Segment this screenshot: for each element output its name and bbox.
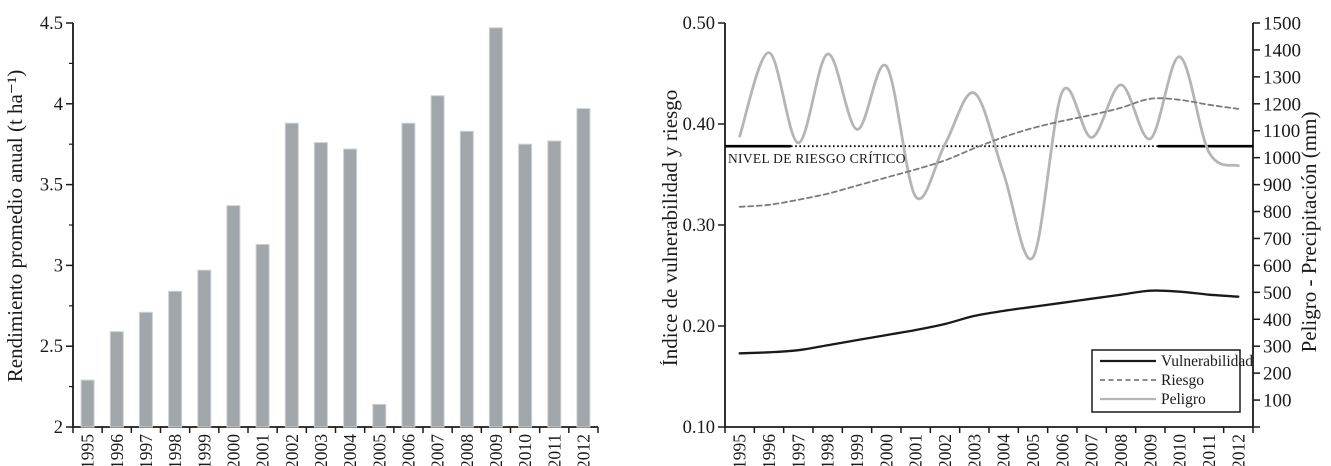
x-tick-label: 2003 xyxy=(311,434,331,466)
bar-1995 xyxy=(80,379,95,428)
legend-label-vulnerabilidad: Vulnerabilidad xyxy=(1161,353,1253,370)
x-tick-label: 1997 xyxy=(136,434,156,466)
bar-2005 xyxy=(372,403,387,428)
right-chart-left-axis-title: Índice de vulnerabilidad y riesgo xyxy=(660,90,682,366)
x-tick-label: 1995 xyxy=(730,434,750,466)
right-y-tick-label: 100 xyxy=(1263,391,1292,412)
x-tick-label: 2007 xyxy=(428,434,448,466)
left-y-tick-label: 0.10 xyxy=(683,418,715,438)
y-tick-label: 3.5 xyxy=(40,176,63,196)
x-tick-label: 1998 xyxy=(818,434,838,466)
right-y-tick-label: 600 xyxy=(1263,256,1292,277)
x-tick-label: 2011 xyxy=(1199,434,1219,466)
left-chart-axes: 2 2.5 3 3.5 4 4.5 1995 1996 1997 1998 1999 2000 2001… xyxy=(40,14,599,466)
right-y-tick-label: 1300 xyxy=(1263,67,1301,88)
x-tick-label: 2002 xyxy=(282,434,302,466)
x-tick-label: 2012 xyxy=(1228,434,1248,466)
bar-2001 xyxy=(255,243,270,428)
x-tick-label: 2010 xyxy=(1170,434,1190,466)
right-y-tick-label: 800 xyxy=(1263,202,1292,223)
series-line-peligro xyxy=(738,51,1240,261)
bar-2008 xyxy=(459,130,474,428)
x-tick-label: 2012 xyxy=(573,434,593,466)
x-tick-label: 2011 xyxy=(544,434,564,466)
critical-risk-level-label: NIVEL DE RIESGO CRÍTICO xyxy=(728,151,906,166)
x-tick-label: 2004 xyxy=(994,434,1014,466)
x-tick-label: 2005 xyxy=(369,434,389,466)
bar-2004 xyxy=(343,148,358,428)
x-tick-label: 1996 xyxy=(107,434,127,466)
x-tick-label: 2009 xyxy=(486,434,506,466)
y-tick-label: 2.5 xyxy=(40,337,63,357)
bar-1997 xyxy=(138,311,153,428)
x-tick-label: 2004 xyxy=(340,434,360,466)
left-y-tick-label: 0.20 xyxy=(683,317,715,337)
bar-2012 xyxy=(576,108,591,428)
x-tick-label: 2009 xyxy=(1140,434,1160,466)
x-tick-label: 1996 xyxy=(759,434,779,466)
bar-2010 xyxy=(518,143,533,428)
bar-2007 xyxy=(430,95,445,428)
bar-2006 xyxy=(401,122,416,428)
right-y-tick-label: 1000 xyxy=(1263,148,1301,169)
bar-2003 xyxy=(313,142,328,428)
x-tick-label: 2005 xyxy=(1023,434,1043,466)
right-y-tick-label: 1500 xyxy=(1263,14,1301,35)
yield-bar-chart: Rendimiento promedio anual (t ha⁻¹) 2 2.5… xyxy=(3,14,599,466)
bar-2000 xyxy=(226,205,241,428)
x-tick-label: 2010 xyxy=(515,434,535,466)
bar-1998 xyxy=(168,290,183,428)
series-line-riesgo xyxy=(738,97,1240,208)
legend-label-peligro: Peligro xyxy=(1161,391,1206,408)
x-tick-label: 2007 xyxy=(1082,434,1102,466)
right-y-tick-label: 300 xyxy=(1263,337,1292,358)
y-tick-label: 4 xyxy=(54,95,63,115)
x-tick-label: 1998 xyxy=(165,434,185,466)
x-tick-label: 2001 xyxy=(253,434,273,466)
right-y-tick-label: 1100 xyxy=(1263,121,1300,142)
bar-1999 xyxy=(197,269,212,428)
right-y-tick-label: 900 xyxy=(1263,175,1292,196)
right-y-tick-label: 700 xyxy=(1263,229,1292,250)
bar-1996 xyxy=(109,331,124,428)
x-tick-label: 2006 xyxy=(1052,434,1072,466)
y-tick-label: 3 xyxy=(54,256,63,276)
x-tick-label: 2000 xyxy=(876,434,896,466)
legend-label-riesgo: Riesgo xyxy=(1161,372,1204,389)
y-tick-label: 2 xyxy=(54,418,63,438)
bar-2002 xyxy=(284,122,299,428)
right-y-tick-label: 400 xyxy=(1263,310,1292,331)
x-tick-label: 2008 xyxy=(1111,434,1131,466)
right-chart-axes: 0.10 0.20 0.30 0.40 0.50 100 200 300 400 500 600 70… xyxy=(683,14,1301,466)
x-tick-label: 1999 xyxy=(847,434,867,466)
x-tick-label: 2000 xyxy=(223,434,243,466)
right-y-tick-label: 1200 xyxy=(1263,94,1301,115)
right-chart-right-axis-title: Peligro - Precipitación (mm) xyxy=(1297,112,1321,353)
x-tick-label: 1999 xyxy=(194,434,214,466)
left-y-tick-label: 0.30 xyxy=(683,216,715,236)
y-tick-label: 4.5 xyxy=(40,14,63,34)
x-tick-label: 2008 xyxy=(457,434,477,466)
x-tick-label: 2001 xyxy=(906,434,926,466)
risk-line-chart: Índice de vulnerabilidad y riesgo Peligr… xyxy=(660,14,1321,466)
bar-2009 xyxy=(488,27,503,428)
left-y-tick-label: 0.40 xyxy=(683,115,715,135)
left-y-tick-label: 0.50 xyxy=(683,14,715,34)
right-chart-series xyxy=(738,51,1240,355)
left-chart-bars xyxy=(80,27,591,428)
left-chart-y-axis-title: Rendimiento promedio anual (t ha⁻¹) xyxy=(3,70,27,382)
legend: Vulnerabilidad Riesgo Peligro xyxy=(1091,349,1253,413)
right-y-tick-label: 500 xyxy=(1263,283,1292,304)
right-y-tick-label: 1400 xyxy=(1263,40,1301,61)
x-tick-label: 2006 xyxy=(398,434,418,466)
right-y-tick-label: 200 xyxy=(1263,364,1292,385)
bar-2011 xyxy=(547,140,562,428)
x-tick-label: 1997 xyxy=(788,434,808,466)
x-tick-label: 2002 xyxy=(935,434,955,466)
series-line-vulnerabilidad xyxy=(738,289,1240,355)
x-tick-label: 2003 xyxy=(964,434,984,466)
x-tick-label: 1995 xyxy=(78,434,98,466)
